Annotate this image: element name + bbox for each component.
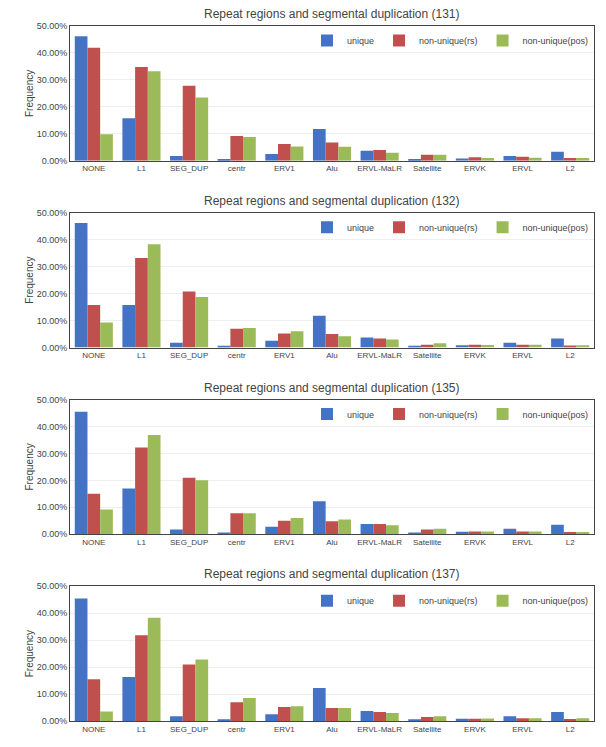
- svg-text:0.00%: 0.00%: [42, 529, 68, 539]
- svg-text:ERV1: ERV1: [274, 351, 295, 360]
- svg-text:40.00%: 40.00%: [37, 608, 68, 618]
- svg-text:non-unique(pos): non-unique(pos): [523, 36, 589, 46]
- svg-text:Alu: Alu: [326, 164, 338, 173]
- svg-text:ERVK: ERVK: [464, 351, 486, 360]
- svg-text:ERVL: ERVL: [512, 351, 533, 360]
- svg-text:NONE: NONE: [82, 164, 105, 173]
- svg-text:L1: L1: [137, 164, 146, 173]
- svg-text:Alu: Alu: [326, 538, 338, 547]
- svg-text:ERVL-MaLR: ERVL-MaLR: [357, 538, 402, 547]
- svg-text:50.00%: 50.00%: [37, 581, 68, 591]
- svg-text:Frequency: Frequency: [24, 257, 35, 304]
- svg-text:50.00%: 50.00%: [37, 208, 68, 218]
- svg-text:non-unique(rs): non-unique(rs): [419, 410, 478, 420]
- svg-text:0.00%: 0.00%: [42, 156, 68, 166]
- svg-text:20.00%: 20.00%: [37, 289, 68, 299]
- svg-text:10.00%: 10.00%: [37, 689, 68, 699]
- svg-text:L1: L1: [137, 725, 146, 734]
- svg-text:L2: L2: [566, 725, 575, 734]
- svg-text:Satellite: Satellite: [413, 351, 442, 360]
- svg-text:ERVL-MaLR: ERVL-MaLR: [357, 351, 402, 360]
- svg-text:unique: unique: [347, 36, 374, 46]
- svg-text:20.00%: 20.00%: [37, 102, 68, 112]
- svg-text:centr: centr: [228, 538, 246, 547]
- svg-text:ERVL: ERVL: [512, 164, 533, 173]
- svg-text:NONE: NONE: [82, 351, 105, 360]
- svg-text:40.00%: 40.00%: [37, 235, 68, 245]
- svg-text:Frequency: Frequency: [24, 70, 35, 117]
- svg-text:ERV1: ERV1: [274, 538, 295, 547]
- svg-text:Alu: Alu: [326, 725, 338, 734]
- svg-text:non-unique(rs): non-unique(rs): [419, 596, 478, 606]
- svg-text:non-unique(pos): non-unique(pos): [523, 223, 589, 233]
- svg-text:unique: unique: [347, 223, 374, 233]
- svg-text:10.00%: 10.00%: [37, 502, 68, 512]
- svg-text:SEG_DUP: SEG_DUP: [170, 538, 208, 547]
- svg-text:20.00%: 20.00%: [37, 662, 68, 672]
- svg-text:Frequency: Frequency: [24, 443, 35, 490]
- svg-text:Satellite: Satellite: [413, 164, 442, 173]
- svg-text:non-unique(pos): non-unique(pos): [523, 596, 589, 606]
- svg-text:centr: centr: [228, 164, 246, 173]
- svg-text:unique: unique: [347, 410, 374, 420]
- svg-text:40.00%: 40.00%: [37, 48, 68, 58]
- svg-text:L1: L1: [137, 538, 146, 547]
- svg-text:50.00%: 50.00%: [37, 21, 68, 31]
- svg-text:Repeat regions and segmental d: Repeat regions and segmental duplication…: [204, 194, 460, 208]
- svg-text:NONE: NONE: [82, 538, 105, 547]
- svg-text:ERV1: ERV1: [274, 725, 295, 734]
- svg-text:Satellite: Satellite: [413, 538, 442, 547]
- svg-text:ERVK: ERVK: [464, 538, 486, 547]
- svg-text:unique: unique: [347, 596, 374, 606]
- svg-text:20.00%: 20.00%: [37, 476, 68, 486]
- svg-text:SEG_DUP: SEG_DUP: [170, 725, 208, 734]
- svg-text:Frequency: Frequency: [24, 630, 35, 677]
- svg-text:30.00%: 30.00%: [37, 449, 68, 459]
- svg-text:ERVK: ERVK: [464, 164, 486, 173]
- svg-text:0.00%: 0.00%: [42, 343, 68, 353]
- svg-text:30.00%: 30.00%: [37, 262, 68, 272]
- svg-text:ERVL-MaLR: ERVL-MaLR: [357, 164, 402, 173]
- svg-text:0.00%: 0.00%: [42, 716, 68, 726]
- svg-text:centr: centr: [228, 351, 246, 360]
- svg-text:Repeat regions and segmental d: Repeat regions and segmental duplication…: [204, 381, 460, 395]
- svg-text:ERVL: ERVL: [512, 725, 533, 734]
- svg-text:NONE: NONE: [82, 725, 105, 734]
- svg-text:ERV1: ERV1: [274, 164, 295, 173]
- svg-text:Alu: Alu: [326, 351, 338, 360]
- svg-text:SEG_DUP: SEG_DUP: [170, 164, 208, 173]
- svg-text:L2: L2: [566, 351, 575, 360]
- svg-text:10.00%: 10.00%: [37, 129, 68, 139]
- svg-text:Satellite: Satellite: [413, 725, 442, 734]
- svg-text:L2: L2: [566, 164, 575, 173]
- svg-text:non-unique(pos): non-unique(pos): [523, 410, 589, 420]
- svg-text:non-unique(rs): non-unique(rs): [419, 36, 478, 46]
- svg-text:centr: centr: [228, 725, 246, 734]
- svg-text:SEG_DUP: SEG_DUP: [170, 351, 208, 360]
- svg-text:30.00%: 30.00%: [37, 635, 68, 645]
- svg-text:Repeat regions and segmental d: Repeat regions and segmental duplication…: [204, 567, 460, 581]
- svg-text:ERVK: ERVK: [464, 725, 486, 734]
- svg-text:ERVL-MaLR: ERVL-MaLR: [357, 725, 402, 734]
- svg-text:non-unique(rs): non-unique(rs): [419, 223, 478, 233]
- svg-text:30.00%: 30.00%: [37, 75, 68, 85]
- svg-text:L2: L2: [566, 538, 575, 547]
- svg-text:Repeat regions and segmental d: Repeat regions and segmental duplication…: [204, 7, 460, 21]
- svg-text:ERVL: ERVL: [512, 538, 533, 547]
- svg-text:10.00%: 10.00%: [37, 316, 68, 326]
- svg-text:L1: L1: [137, 351, 146, 360]
- svg-text:40.00%: 40.00%: [37, 422, 68, 432]
- svg-text:50.00%: 50.00%: [37, 395, 68, 405]
